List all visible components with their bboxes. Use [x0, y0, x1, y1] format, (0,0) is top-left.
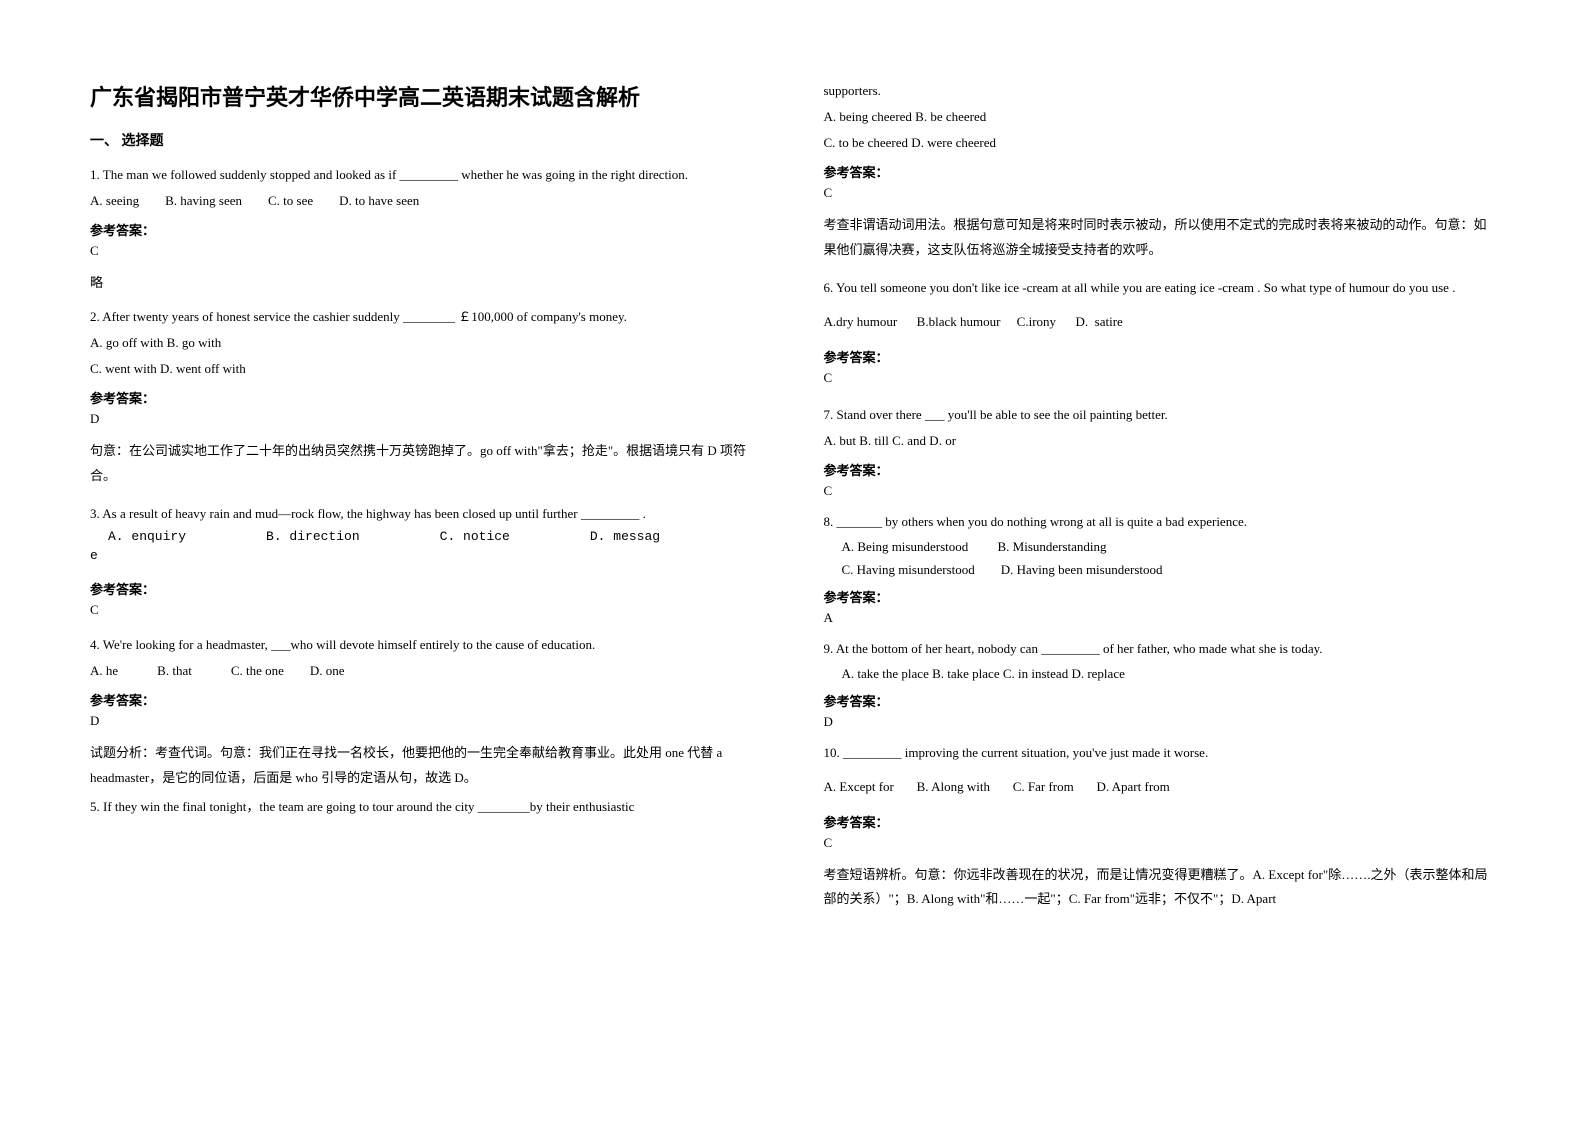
- q4-answer: D: [90, 713, 764, 729]
- document-title: 广东省揭阳市普宁英才华侨中学高二英语期末试题含解析: [90, 80, 764, 112]
- q7-answer-label: 参考答案：: [824, 460, 1498, 479]
- q3-optC: C. notice: [440, 529, 510, 544]
- q2-answer: D: [90, 411, 764, 427]
- q10-options: A. Except for B. Along with C. Far from …: [824, 776, 1498, 798]
- q3-text: 3. As a result of heavy rain and mud—roc…: [90, 503, 764, 525]
- q8-answer: A: [824, 610, 1498, 626]
- q7-options: A. but B. till C. and D. or: [824, 430, 1498, 452]
- q1-options: A. seeing B. having seen C. to see D. to…: [90, 190, 764, 212]
- q10-answer-label: 参考答案：: [824, 812, 1498, 831]
- q2-answer-label: 参考答案：: [90, 388, 764, 407]
- q2-options-1: A. go off with B. go with: [90, 332, 764, 354]
- q9-answer: D: [824, 714, 1498, 730]
- q4-explanation: 试题分析：考查代词。句意：我们正在寻找一名校长，他要把他的一生完全奉献给教育事业…: [90, 741, 764, 790]
- q3-answer: C: [90, 602, 764, 618]
- q1-answer-label: 参考答案：: [90, 220, 764, 239]
- q4-answer-label: 参考答案：: [90, 690, 764, 709]
- q9-text: 9. At the bottom of her heart, nobody ca…: [824, 638, 1498, 660]
- section-1-header: 一、 选择题: [90, 130, 764, 150]
- q4-options: A. he B. that C. the one D. one: [90, 660, 764, 682]
- q3-optA: A. enquiry: [108, 529, 186, 544]
- q3-options: A. enquiry B. direction C. notice D. mes…: [90, 529, 764, 544]
- q8-options-2: C. Having misunderstood D. Having been m…: [824, 560, 1498, 581]
- right-column: supporters. A. being cheered B. be cheer…: [824, 80, 1498, 1042]
- q3-optB: B. direction: [266, 529, 360, 544]
- q5-answer-label: 参考答案：: [824, 162, 1498, 181]
- q5-options-1: A. being cheered B. be cheered: [824, 106, 1498, 128]
- q1-answer: C: [90, 243, 764, 259]
- q6-text: 6. You tell someone you don't like ice -…: [824, 277, 1498, 299]
- q3-opt-e: e: [90, 548, 764, 563]
- q5-answer: C: [824, 185, 1498, 201]
- q10-text: 10. _________ improving the current situ…: [824, 742, 1498, 764]
- q5-cont-text: supporters.: [824, 80, 1498, 102]
- q5-explanation: 考查非谓语动词用法。根据句意可知是将来时同时表示被动，所以使用不定式的完成时表将…: [824, 213, 1498, 262]
- q10-answer: C: [824, 835, 1498, 851]
- q5-text: 5. If they win the final tonight，the tea…: [90, 796, 764, 818]
- q1-text: 1. The man we followed suddenly stopped …: [90, 164, 764, 186]
- q6-options: A.dry humour B.black humour C.irony D. s…: [824, 311, 1498, 333]
- q2-options-2: C. went with D. went off with: [90, 358, 764, 380]
- q9-answer-label: 参考答案：: [824, 691, 1498, 710]
- q4-text: 4. We're looking for a headmaster, ___wh…: [90, 634, 764, 656]
- q5-options-2: C. to be cheered D. were cheered: [824, 132, 1498, 154]
- q8-text: 8. _______ by others when you do nothing…: [824, 511, 1498, 533]
- q2-explanation: 句意：在公司诚实地工作了二十年的出纳员突然携十万英镑跑掉了。go off wit…: [90, 439, 764, 488]
- left-column: 广东省揭阳市普宁英才华侨中学高二英语期末试题含解析 一、 选择题 1. The …: [90, 80, 764, 1042]
- q2-text: 2. After twenty years of honest service …: [90, 306, 764, 328]
- q6-answer: C: [824, 370, 1498, 386]
- q3-answer-label: 参考答案：: [90, 579, 764, 598]
- q8-answer-label: 参考答案：: [824, 587, 1498, 606]
- q6-answer-label: 参考答案：: [824, 347, 1498, 366]
- q7-text: 7. Stand over there ___ you'll be able t…: [824, 404, 1498, 426]
- q7-answer: C: [824, 483, 1498, 499]
- q8-options-1: A. Being misunderstood B. Misunderstandi…: [824, 537, 1498, 558]
- q1-explanation: 略: [90, 271, 764, 296]
- q9-options: A. take the place B. take place C. in in…: [824, 664, 1498, 685]
- q10-explanation: 考查短语辨析。句意：你远非改善现在的状况，而是让情况变得更糟糕了。A. Exce…: [824, 863, 1498, 912]
- q3-optD: D. messag: [590, 529, 660, 544]
